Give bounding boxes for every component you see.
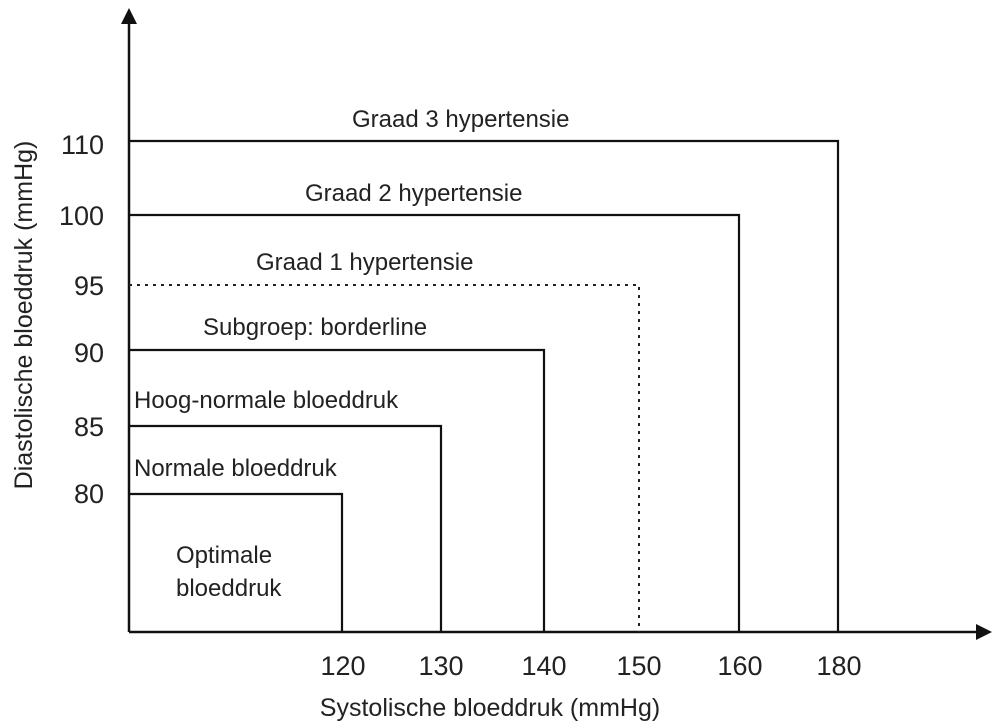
x-tick-140: 140	[521, 651, 566, 681]
x-axis-title: Systolische bloeddruk (mmHg)	[320, 694, 660, 722]
y-tick-100: 100	[59, 201, 104, 231]
label-graad-2: Graad 2 hypertensie	[305, 180, 522, 207]
label-graad-3: Graad 3 hypertensie	[352, 106, 569, 133]
boundary-graad-1	[129, 213, 741, 632]
label-optimale: Optimale	[176, 542, 272, 569]
label-normale: Normale bloeddruk	[134, 455, 338, 482]
y-tick-80: 80	[74, 479, 104, 509]
y-tick-90: 90	[74, 338, 104, 368]
y-tick-110: 110	[61, 130, 104, 160]
x-tick-180: 180	[816, 651, 861, 681]
label-hoog-normale: Hoog-normale bloeddruk	[134, 387, 399, 414]
label-optimale-line2: bloeddruk	[176, 575, 282, 602]
boundary-optimale	[129, 492, 344, 632]
boundary-borderline	[129, 284, 640, 632]
x-tick-150: 150	[616, 651, 661, 681]
x-tick-120: 120	[320, 651, 365, 681]
label-graad-1: Graad 1 hypertensie	[256, 249, 473, 276]
boundary-normale	[129, 424, 443, 632]
x-tick-130: 130	[418, 651, 463, 681]
label-borderline: Subgroep: borderline	[203, 314, 427, 341]
boundary-graad-2	[129, 139, 840, 632]
y-tick-95: 95	[74, 271, 104, 301]
x-tick-160: 160	[717, 651, 762, 681]
y-axis-title: Diastolische bloeddruk (mmHg)	[10, 141, 38, 490]
boundary-hoog-normale	[129, 348, 546, 632]
y-tick-85: 85	[74, 412, 104, 442]
